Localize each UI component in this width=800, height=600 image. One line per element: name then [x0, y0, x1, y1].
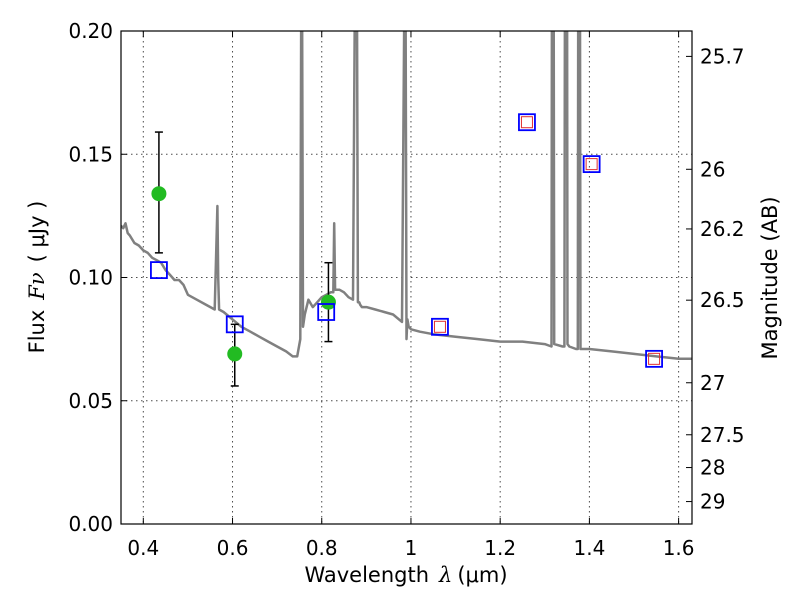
- x-tick-label: 0.8: [306, 536, 338, 560]
- x-tick-label: 0.6: [217, 536, 249, 560]
- model-photometry-point: [582, 155, 601, 174]
- y-tick-label: 0.15: [68, 142, 113, 166]
- model-photometry-inner-point: [648, 352, 661, 365]
- x-tick-label: 1: [405, 536, 418, 560]
- observed-point: [320, 294, 336, 310]
- model-photometry-point: [518, 113, 536, 132]
- model-spectrum-line: [121, 31, 692, 361]
- x-tick-label: 0.4: [127, 536, 159, 560]
- axes-ticks: 0.4 0.6 0.8 1 1.2 1.4 1.6 0.00 0.05 0.10 0.15 0.20 2…: [68, 19, 744, 560]
- model-photometry-inner-point: [433, 320, 446, 333]
- x-axis-label: Wavelength λ (μm): [304, 563, 507, 587]
- x-tick-label: 1.2: [484, 536, 516, 560]
- y-tick-label: 0.20: [68, 19, 113, 43]
- y-right-tick-label: 29: [700, 490, 725, 514]
- model-photometry-inner-point: [585, 158, 598, 171]
- y-tick-label: 0.05: [68, 389, 113, 413]
- y-axis-right-label: Magnitude (AB): [758, 196, 782, 359]
- model-photometry-point: [150, 261, 168, 280]
- y-right-tick-label: 27.5: [700, 423, 745, 447]
- x-tick-label: 1.6: [663, 536, 695, 560]
- y-right-tick-label: 26: [700, 157, 725, 181]
- y-right-tick-label: 27: [700, 371, 725, 395]
- y-tick-label: 0.10: [68, 266, 113, 290]
- y-right-tick-label: 26.2: [700, 217, 745, 241]
- plot-area: [121, 31, 692, 387]
- y-axis-label: FluxFν( μJy ): [25, 201, 49, 354]
- model-photometry-point: [225, 315, 244, 334]
- observed-point: [151, 186, 167, 202]
- model-photometry-point: [431, 317, 449, 336]
- model-photometry-point: [317, 303, 336, 321]
- x-tick-label: 1.4: [573, 536, 605, 560]
- model-photometry-inner-point: [520, 116, 533, 129]
- y-tick-label: 0.00: [68, 512, 113, 536]
- y-right-tick-label: 26.5: [700, 288, 745, 312]
- y-right-tick-label: 25.7: [700, 44, 745, 68]
- observed-point: [227, 346, 243, 362]
- y-right-tick-label: 28: [700, 456, 725, 480]
- model-photometry-point: [645, 349, 663, 368]
